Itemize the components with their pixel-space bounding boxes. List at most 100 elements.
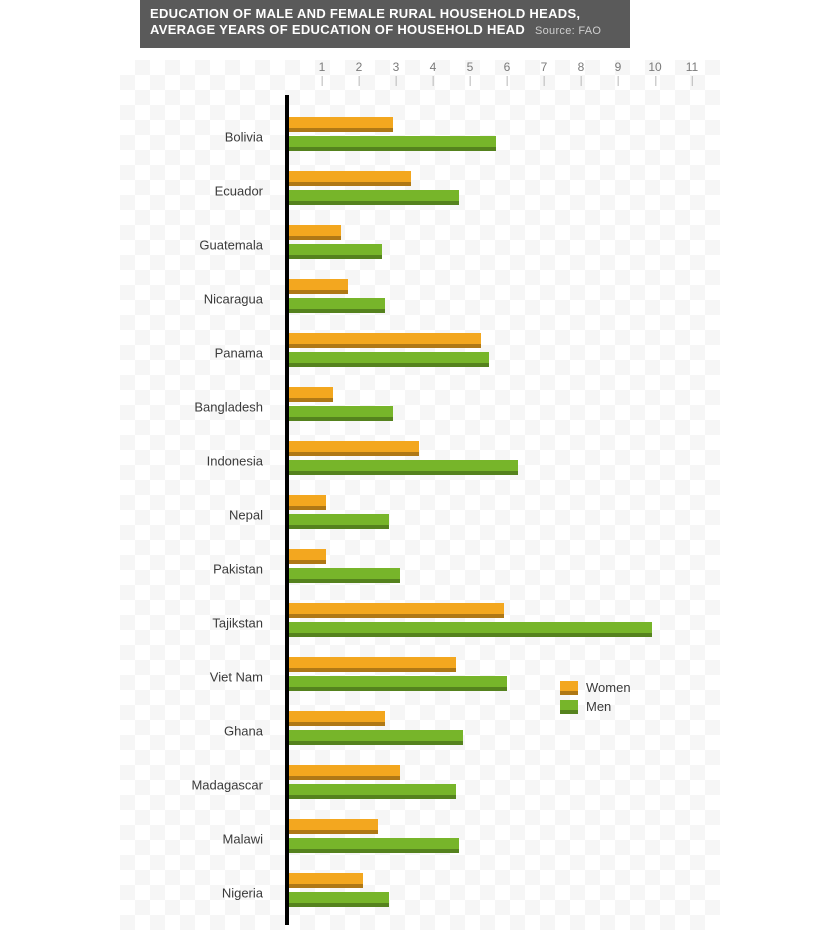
women-bar xyxy=(289,441,419,456)
country-label: Bangladesh xyxy=(120,400,275,415)
bar-fill xyxy=(289,784,456,799)
country-label: Ecuador xyxy=(120,184,275,199)
bar-fill xyxy=(289,441,419,456)
data-row: Ecuador xyxy=(120,164,720,218)
data-row: Madagascar xyxy=(120,758,720,812)
women-bar xyxy=(289,603,504,618)
chart-canvas: EDUCATION OF MALE AND FEMALE RURAL HOUSE… xyxy=(120,0,720,948)
axis-tick: 10 xyxy=(648,60,661,74)
country-label: Nicaragua xyxy=(120,292,275,307)
data-row: Nepal xyxy=(120,488,720,542)
men-bar xyxy=(289,892,389,907)
men-bar xyxy=(289,460,518,475)
chart-title-line2: AVERAGE YEARS OF EDUCATION OF HOUSEHOLD … xyxy=(150,22,620,38)
country-label: Indonesia xyxy=(120,454,275,469)
men-bar xyxy=(289,136,496,151)
women-bar xyxy=(289,171,411,186)
data-row: Nigeria xyxy=(120,866,720,920)
axis-tick: 2 xyxy=(356,60,363,74)
bar-fill xyxy=(289,495,326,510)
axis-tick: 8 xyxy=(578,60,585,74)
legend-label: Men xyxy=(586,699,611,714)
women-bar xyxy=(289,657,456,672)
bar-fill xyxy=(289,136,496,151)
men-bar xyxy=(289,514,389,529)
bar-fill xyxy=(289,819,378,834)
bar-fill xyxy=(289,352,489,367)
data-row: Panama xyxy=(120,326,720,380)
axis-tick: 5 xyxy=(467,60,474,74)
men-bar xyxy=(289,568,400,583)
data-row: Guatemala xyxy=(120,218,720,272)
data-row: Malawi xyxy=(120,812,720,866)
men-bar xyxy=(289,730,463,745)
bar-fill xyxy=(289,549,326,564)
bar-fill xyxy=(289,568,400,583)
axis-tick: 3 xyxy=(393,60,400,74)
women-bar xyxy=(289,873,363,888)
axis-tick: 11 xyxy=(686,60,698,74)
country-label: Madagascar xyxy=(120,778,275,793)
men-bar xyxy=(289,784,456,799)
men-bar xyxy=(289,244,382,259)
bar-fill xyxy=(289,657,456,672)
country-label: Panama xyxy=(120,346,275,361)
men-bar xyxy=(289,676,507,691)
country-label: Nepal xyxy=(120,508,275,523)
women-bar xyxy=(289,279,348,294)
chart-source: Source: FAO xyxy=(535,25,601,37)
bar-fill xyxy=(289,333,481,348)
bar-fill xyxy=(289,603,504,618)
bar-fill xyxy=(289,406,393,421)
country-label: Viet Nam xyxy=(120,670,275,685)
bar-fill xyxy=(289,190,459,205)
chart-title-line1: EDUCATION OF MALE AND FEMALE RURAL HOUSE… xyxy=(150,6,620,22)
women-bar xyxy=(289,333,481,348)
bar-fill xyxy=(289,460,518,475)
legend-item: Men xyxy=(560,699,631,714)
legend: Women Men xyxy=(560,680,631,718)
legend-swatch xyxy=(560,681,578,695)
bar-fill xyxy=(289,279,348,294)
bar-fill xyxy=(289,873,363,888)
axis-tick: 6 xyxy=(504,60,511,74)
men-bar xyxy=(289,838,459,853)
data-row: Bolivia xyxy=(120,110,720,164)
country-label: Malawi xyxy=(120,832,275,847)
country-label: Pakistan xyxy=(120,562,275,577)
bar-fill xyxy=(289,892,389,907)
women-bar xyxy=(289,765,400,780)
legend-swatch xyxy=(560,700,578,714)
bar-fill xyxy=(289,244,382,259)
axis-tick: 4 xyxy=(430,60,437,74)
women-bar xyxy=(289,117,393,132)
bar-fill xyxy=(289,225,341,240)
bar-fill xyxy=(289,730,463,745)
women-bar xyxy=(289,387,333,402)
x-axis: 1234567891011 xyxy=(285,60,715,100)
axis-tick: 1 xyxy=(319,60,326,74)
data-row: Bangladesh xyxy=(120,380,720,434)
legend-label: Women xyxy=(586,680,631,695)
women-bar xyxy=(289,549,326,564)
country-label: Tajikstan xyxy=(120,616,275,631)
men-bar xyxy=(289,406,393,421)
bar-fill xyxy=(289,171,411,186)
country-label: Nigeria xyxy=(120,886,275,901)
women-bar xyxy=(289,495,326,510)
bar-fill xyxy=(289,387,333,402)
women-bar xyxy=(289,225,341,240)
men-bar xyxy=(289,190,459,205)
data-row: Tajikstan xyxy=(120,596,720,650)
bar-fill xyxy=(289,298,385,313)
legend-item: Women xyxy=(560,680,631,695)
chart-title-line2-text: AVERAGE YEARS OF EDUCATION OF HOUSEHOLD … xyxy=(150,22,525,37)
bar-fill xyxy=(289,514,389,529)
bar-fill xyxy=(289,117,393,132)
axis-tick: 7 xyxy=(541,60,548,74)
country-label: Bolivia xyxy=(120,130,275,145)
data-row: Indonesia xyxy=(120,434,720,488)
data-row: Nicaragua xyxy=(120,272,720,326)
women-bar xyxy=(289,819,378,834)
chart-header: EDUCATION OF MALE AND FEMALE RURAL HOUSE… xyxy=(140,0,630,48)
